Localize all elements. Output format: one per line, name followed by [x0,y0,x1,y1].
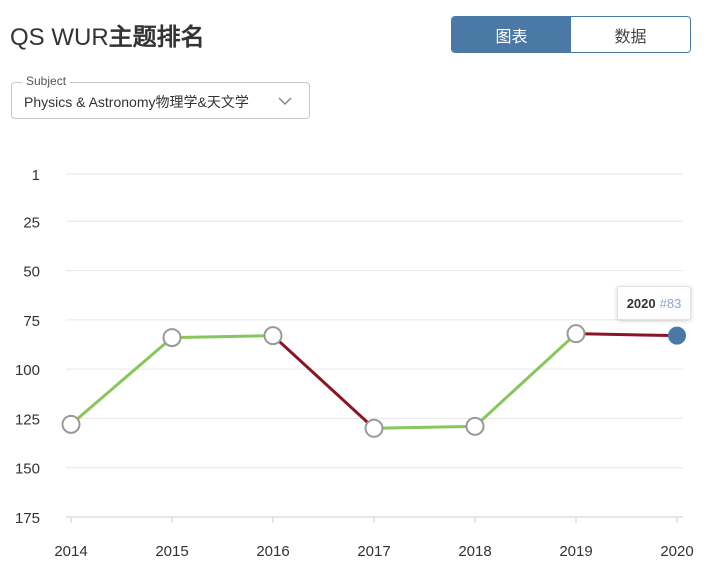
y-tick-label: 25 [23,214,40,231]
y-tick-label: 125 [15,411,40,428]
tooltip-rank: #83 [659,295,682,311]
data-view-button[interactable]: 数据 [571,17,690,52]
series-segment [170,334,275,340]
chart-view-button[interactable]: 图表 [452,17,571,52]
data-point [162,328,182,348]
data-point [61,414,81,434]
x-tick-label: 2020 [660,543,693,560]
series-segment [473,332,578,428]
tooltip-year: 2020 [626,295,656,311]
view-toggle: 图表 数据 [451,16,691,53]
title-suffix: 主题排名 [108,24,205,51]
subject-select-legend: Subject [22,74,71,88]
y-tick-label: 1 [32,167,40,184]
x-tick-label: 2017 [357,543,390,560]
subject-select-value: Physics & Astronomy物理学&天文学 [24,94,249,110]
title-prefix: QS WUR [10,24,109,51]
point-tooltip: 2020 #83 [617,286,691,320]
x-tick-label: 2014 [54,543,87,560]
series-segment [69,336,174,426]
x-tick-label: 2015 [155,543,188,560]
chevron-down-icon [278,97,292,106]
y-tick-label: 100 [15,362,40,379]
subject-select[interactable]: Subject Physics & Astronomy物理学&天文学 [11,74,310,119]
data-point [465,416,485,436]
y-tick-label: 50 [23,264,40,281]
page-title: QS WUR主题排名 [10,17,205,52]
data-point [566,324,586,344]
y-tick-label: 150 [15,461,40,478]
data-point-highlighted [668,326,686,345]
series-segment [271,334,376,430]
series-segment [372,424,477,430]
y-tick-label: 75 [23,313,40,330]
x-tick-label: 2018 [458,543,491,560]
x-tick-label: 2016 [256,543,289,560]
series-segment [574,332,679,338]
data-point [364,418,384,438]
y-tick-label: 175 [15,510,40,527]
x-tick-label: 2019 [559,543,592,560]
data-point [263,326,283,346]
